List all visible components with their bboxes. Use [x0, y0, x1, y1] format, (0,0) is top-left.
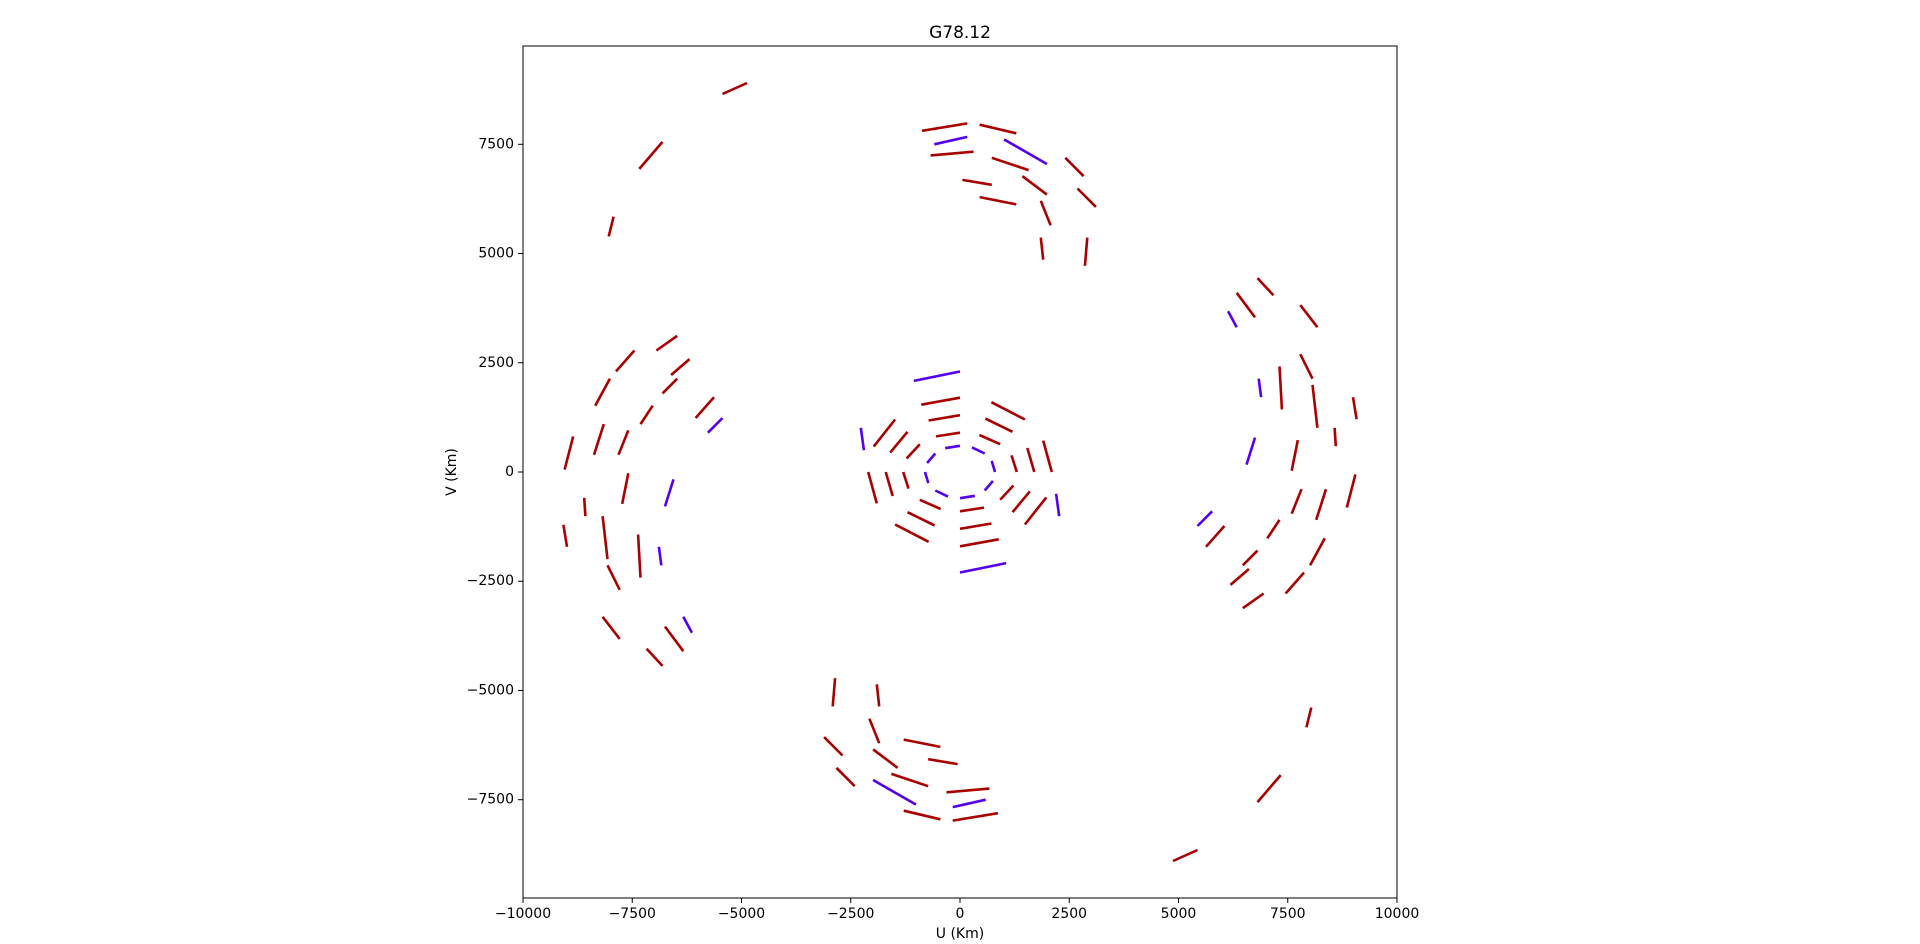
- x-tick-label: −5000: [718, 906, 765, 922]
- chart-title: G78.12: [929, 23, 991, 43]
- x-tick-label: −2500: [827, 906, 874, 922]
- y-tick-label: −7500: [467, 792, 514, 808]
- plot-frame: [522, 45, 1398, 899]
- x-tick-label: 10000: [1375, 906, 1420, 922]
- y-tick-label: 2500: [478, 355, 514, 371]
- x-tick-label: 5000: [1161, 906, 1197, 922]
- y-tick-label: 0: [505, 464, 514, 480]
- x-tick-label: 2500: [1051, 906, 1087, 922]
- x-tick-label: 0: [956, 906, 965, 922]
- y-tick-label: 5000: [478, 246, 514, 262]
- uv-track: [657, 135, 1263, 809]
- y-tick-label: −5000: [467, 682, 514, 698]
- x-tick-label: 7500: [1270, 906, 1306, 922]
- x-tick-label: −7500: [609, 906, 656, 922]
- y-tick-label: −2500: [467, 573, 514, 589]
- y-axis-label: V (Km): [444, 448, 460, 496]
- uv-track: [562, 81, 1358, 863]
- x-axis-label: U (Km): [936, 926, 984, 942]
- x-tick-label: −10000: [495, 906, 551, 922]
- y-tick-label: 7500: [478, 136, 514, 152]
